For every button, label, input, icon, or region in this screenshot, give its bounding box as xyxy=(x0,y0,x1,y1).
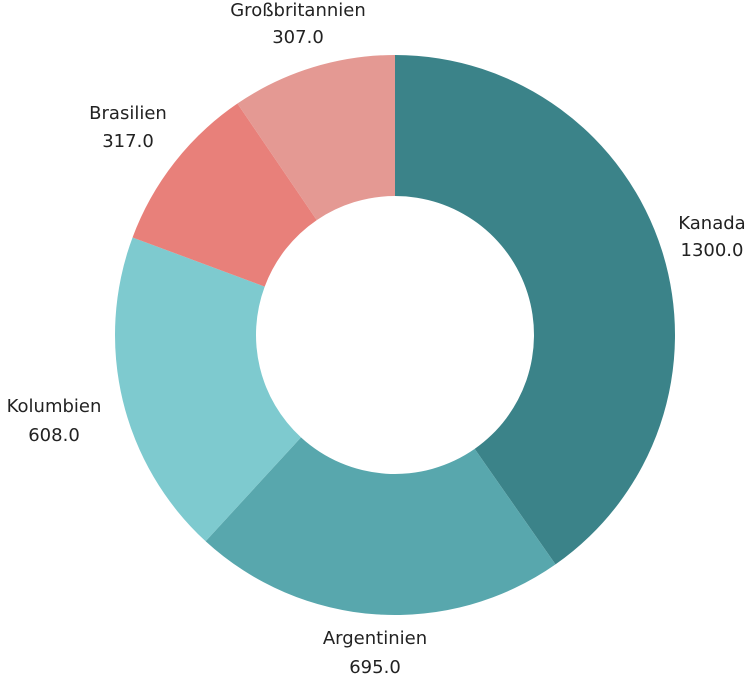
slices-group xyxy=(115,54,676,615)
slice-label-argentinien: Argentinien xyxy=(323,628,427,649)
slice-value-kolumbien: 608.0 xyxy=(28,425,80,446)
slice-value-brasilien: 317.0 xyxy=(102,131,154,152)
slice-value-argentinien: 695.0 xyxy=(349,657,401,677)
slice-grossbritannien xyxy=(237,54,395,221)
slice-label-kanada: Kanada xyxy=(678,213,745,234)
slice-kanada xyxy=(395,55,676,565)
slice-value-grossbritannien: 307.0 xyxy=(272,27,324,48)
slice-value-kanada: 1300.0 xyxy=(681,240,744,261)
slice-brasilien xyxy=(132,103,317,287)
slice-label-kolumbien: Kolumbien xyxy=(7,396,102,417)
slice-label-brasilien: Brasilien xyxy=(89,103,167,124)
slice-argentinien xyxy=(205,437,556,615)
slice-label-grossbritannien: Großbritannien xyxy=(230,0,366,21)
labels-group: Kanada 1300.0 Argentinien 695.0 Kolumbie… xyxy=(7,0,746,677)
slice-kolumbien xyxy=(115,237,301,542)
